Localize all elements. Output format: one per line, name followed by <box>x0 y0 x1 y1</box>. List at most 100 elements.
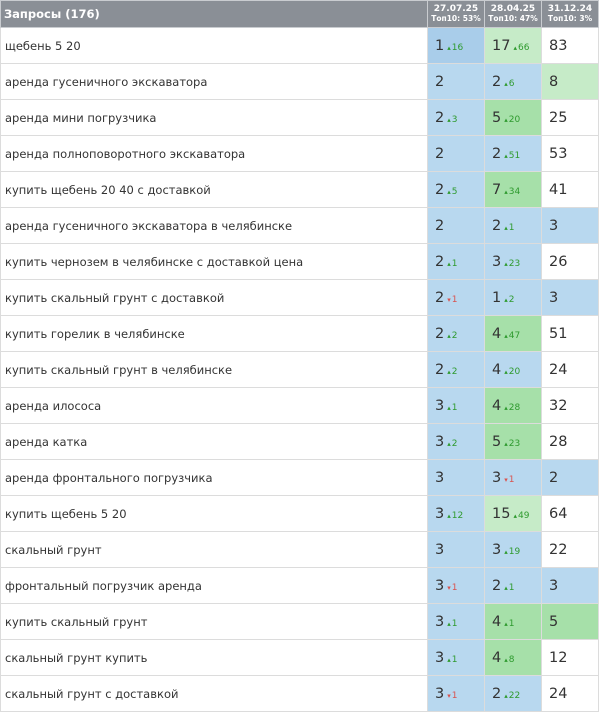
query-text[interactable]: купить скальный грунт с доставкой <box>0 279 428 316</box>
position-value: 2 <box>435 181 445 198</box>
query-text[interactable]: купить щебень 5 20 <box>0 495 428 532</box>
date-column-header[interactable]: 31.12.24 Топ10: 3% <box>541 0 599 28</box>
query-text[interactable]: аренда илососа <box>0 387 428 424</box>
position-value: 1 <box>435 37 445 54</box>
table-row: купить скальный грунт в челябинске224202… <box>0 351 599 388</box>
query-text[interactable]: купить скальный грунт <box>0 603 428 640</box>
date-label: 31.12.24 <box>547 4 593 14</box>
position-cell: 3 <box>541 567 599 604</box>
table-row: аренда гусеничного экскаватора в челябин… <box>0 207 599 244</box>
position-cell: 251 <box>484 135 542 172</box>
position-value: 3 <box>435 577 445 594</box>
position-value: 2 <box>435 73 445 90</box>
position-value: 3 <box>492 253 502 270</box>
query-text[interactable]: купить чернозем в челябинске с доставкой… <box>0 243 428 280</box>
position-cell: 41 <box>484 603 542 640</box>
query-text[interactable]: скальный грунт <box>0 531 428 568</box>
query-text[interactable]: скальный грунт купить <box>0 639 428 676</box>
position-value: 24 <box>549 685 568 702</box>
position-change-up: 3 <box>447 115 457 125</box>
position-cell: 12 <box>484 279 542 316</box>
position-cell: 523 <box>484 423 542 460</box>
position-change-up: 34 <box>504 187 520 197</box>
position-change-down: 1 <box>504 475 514 485</box>
query-text[interactable]: купить щебень 20 40 с доставкой <box>0 171 428 208</box>
position-cell: 447 <box>484 315 542 352</box>
table-row: аренда полноповоротного экскаватора22515… <box>0 135 599 172</box>
query-text[interactable]: купить горелик в челябинске <box>0 315 428 352</box>
position-value: 1 <box>492 289 502 306</box>
query-text[interactable]: аренда мини погрузчика <box>0 99 428 136</box>
date-column-header[interactable]: 27.07.25 Топ10: 53% <box>427 0 485 28</box>
position-change-up: 8 <box>504 655 514 665</box>
position-cell: 22 <box>541 531 599 568</box>
date-column-header[interactable]: 28.04.25 Топ10: 47% <box>484 0 542 28</box>
query-text[interactable]: аренда полноповоротного экскаватора <box>0 135 428 172</box>
position-cell: 734 <box>484 171 542 208</box>
position-cell: 32 <box>541 387 599 424</box>
position-value: 3 <box>435 541 445 558</box>
position-change-up: 1 <box>504 619 514 629</box>
position-cell: 51 <box>541 315 599 352</box>
query-text[interactable]: фронтальный погрузчик аренда <box>0 567 428 604</box>
position-value: 26 <box>549 253 568 270</box>
position-cell: 31 <box>427 675 485 712</box>
query-text[interactable]: аренда гусеничного экскаватора в челябин… <box>0 207 428 244</box>
position-cell: 22 <box>427 315 485 352</box>
position-value: 3 <box>549 217 559 234</box>
position-cell: 22 <box>427 351 485 388</box>
query-text[interactable]: аренда гусеничного экскаватора <box>0 63 428 100</box>
position-cell: 21 <box>484 567 542 604</box>
position-cell: 1766 <box>484 27 542 64</box>
table-row: купить чернозем в челябинске с доставкой… <box>0 243 599 280</box>
position-change-up: 1 <box>504 223 514 233</box>
top10-label: Топ10: 3% <box>547 14 593 23</box>
query-text[interactable]: аренда катка <box>0 423 428 460</box>
position-change-up: 2 <box>504 295 514 305</box>
position-cell: 3 <box>541 207 599 244</box>
position-change-up: 5 <box>447 187 457 197</box>
position-value: 28 <box>549 433 568 450</box>
position-cell: 28 <box>541 423 599 460</box>
position-cell: 24 <box>541 351 599 388</box>
position-change-up: 1 <box>447 259 457 269</box>
position-cell: 31 <box>484 459 542 496</box>
table-row: купить щебень 20 40 с доставкой2573441 <box>0 171 599 208</box>
position-change-up: 49 <box>513 511 529 521</box>
position-value: 2 <box>492 73 502 90</box>
position-value: 2 <box>549 469 559 486</box>
position-change-up: 20 <box>504 367 520 377</box>
query-text[interactable]: скальный грунт с доставкой <box>0 675 428 712</box>
position-value: 12 <box>549 649 568 666</box>
table-row: скальный грунт с доставкой31222 24 <box>0 675 599 712</box>
position-change-up: 1 <box>504 583 514 593</box>
position-cell: 3 <box>541 279 599 316</box>
position-cell: 23 <box>427 99 485 136</box>
position-value: 24 <box>549 361 568 378</box>
position-value: 5 <box>549 613 559 630</box>
position-value: 22 <box>549 541 568 558</box>
position-value: 2 <box>435 289 445 306</box>
position-value: 51 <box>549 325 568 342</box>
position-cell: 116 <box>427 27 485 64</box>
position-cell: 222 <box>484 675 542 712</box>
table-row: купить щебень 5 20312154964 <box>0 495 599 532</box>
position-change-down: 1 <box>447 583 457 593</box>
position-value: 83 <box>549 37 568 54</box>
position-value: 2 <box>435 325 445 342</box>
position-value: 2 <box>435 109 445 126</box>
query-text[interactable]: щебень 5 20 <box>0 27 428 64</box>
position-value: 7 <box>492 181 502 198</box>
position-value: 3 <box>492 541 502 558</box>
query-text[interactable]: купить скальный грунт в челябинске <box>0 351 428 388</box>
position-change-up: 28 <box>504 403 520 413</box>
position-cell: 3 <box>427 459 485 496</box>
position-change-up: 1 <box>447 619 457 629</box>
position-change-up: 16 <box>447 43 463 53</box>
queries-column-header[interactable]: Запросы (176) <box>0 0 428 28</box>
query-text[interactable]: аренда фронтального погрузчика <box>0 459 428 496</box>
position-change-up: 47 <box>504 331 520 341</box>
position-value: 3 <box>435 613 445 630</box>
position-change-up: 2 <box>447 439 457 449</box>
position-cell: 323 <box>484 243 542 280</box>
